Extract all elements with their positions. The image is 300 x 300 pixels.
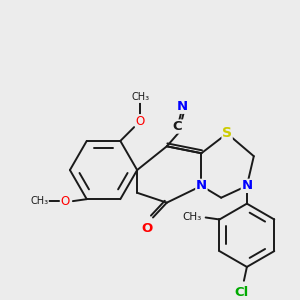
Text: CH₃: CH₃ [182,212,201,223]
Text: C: C [173,120,182,133]
Text: N: N [177,100,188,113]
Text: O: O [60,195,70,208]
Text: S: S [222,127,232,140]
Text: N: N [196,179,207,192]
Text: O: O [141,222,153,235]
Text: CH₃: CH₃ [131,92,149,102]
Text: Cl: Cl [235,286,249,299]
Text: N: N [241,179,252,192]
Text: O: O [136,115,145,128]
Text: CH₃: CH₃ [30,196,48,206]
